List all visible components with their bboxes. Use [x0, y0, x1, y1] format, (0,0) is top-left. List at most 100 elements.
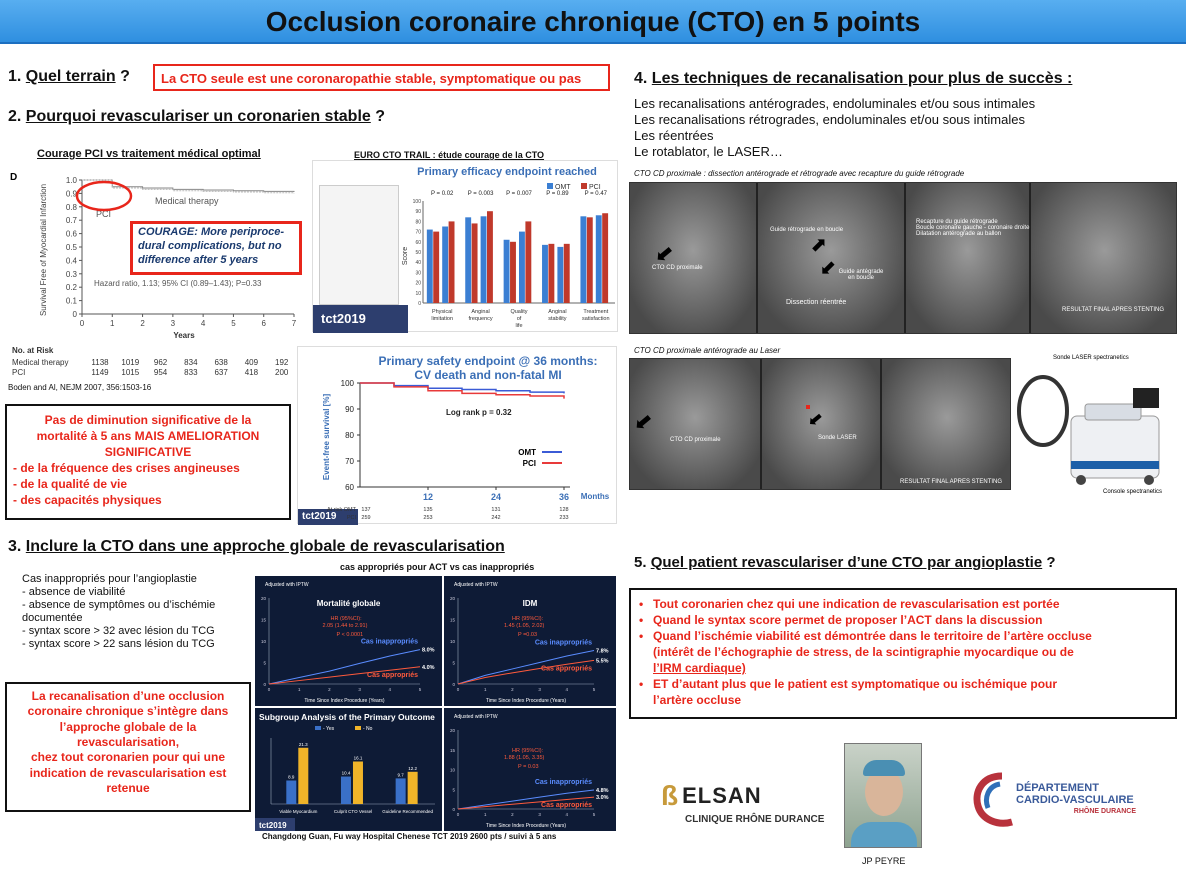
label-sonde-spectra: Sonde LASER spectranetics — [1053, 355, 1129, 361]
patient-criterion: • ET d’autant plus que le patient est sym… — [639, 677, 1058, 691]
patient-criterion-cont: (intérêt de l’échographie de stress, de … — [653, 645, 1074, 659]
mortality-panel: Adjusted with IPTW Mortalité globale HR (9… — [255, 576, 442, 706]
x-tick-label: 2 — [328, 687, 331, 692]
angio-caption-1: CTO CD proximale : dissection antérograd… — [634, 169, 965, 178]
title-bar: Occlusion coronaire chronique (CTO) en 5… — [0, 0, 1186, 44]
y-tick-label: 0.1 — [66, 297, 78, 306]
at-risk-header: No. at Risk — [12, 346, 54, 355]
y-tick-label: 0.5 — [66, 243, 78, 252]
category-label: Quality — [510, 309, 527, 315]
x-tick-label: 5 — [593, 687, 596, 692]
subgroup-bar — [298, 747, 309, 804]
x-tick-label: 4 — [566, 687, 569, 692]
p-value-label: P = 0.89 — [546, 191, 569, 197]
iptw-note: Adjusted with IPTW — [454, 714, 498, 720]
legend-swatch — [315, 726, 321, 730]
at-risk-value: 418 — [245, 368, 259, 377]
label-guide-ante: Guide antégrade en boucle — [838, 269, 884, 281]
author-photo — [844, 743, 922, 848]
label-console: Console spectranetics — [1103, 489, 1163, 495]
subgroup-panel: Subgroup Analysis of the Primary Outcome… — [255, 708, 442, 831]
final-value: 5.5% — [596, 658, 609, 664]
safety-pci-line — [360, 382, 565, 399]
elsan-mark-icon: ß — [661, 780, 679, 811]
x-tick-label: 2 — [511, 687, 514, 692]
at-risk-value: 638 — [214, 358, 228, 367]
box-line: La recanalisation d’une occlusion — [31, 689, 225, 703]
y-tick-label: 70 — [415, 230, 421, 236]
inappropriate-item: - absence de symptômes ou d’ischémie — [22, 599, 216, 611]
third-outcome-chart: Adjusted with IPTW HR (95%CI):1.88 (1.05,… — [450, 714, 609, 829]
y-tick-label: 5 — [263, 661, 266, 666]
safety-logrank: Log rank p = 0.32 — [446, 408, 512, 417]
efficacy-bar — [525, 221, 532, 303]
tct-logo-small: tct2019 — [298, 509, 358, 525]
x-tick-label: 24 — [491, 492, 501, 502]
x-tick-label: 5 — [419, 687, 422, 692]
final-value: 8.0% — [422, 648, 435, 654]
category-label: Anginal — [548, 309, 566, 315]
legend-label: - No — [363, 726, 373, 732]
y-tick-label: 20 — [450, 596, 456, 601]
y-tick-label: 10 — [261, 639, 267, 644]
label-guide-retro: Guide rétrograde en boucle — [770, 227, 844, 233]
at-risk-value: 259 — [361, 515, 370, 521]
surgical-cap — [863, 760, 905, 776]
x-tick-label: 4 — [566, 812, 569, 817]
category-label: Guideline Recommended — [382, 809, 433, 814]
at-risk-value: 1015 — [121, 368, 139, 377]
section-2-heading: 2. Pourquoi revasculariser un coronarien… — [8, 108, 386, 125]
category-label: stability — [548, 316, 567, 322]
p-value: P = 0.03 — [518, 764, 539, 770]
legend-swatch — [547, 183, 553, 189]
efficacy-bar — [487, 211, 493, 303]
y-tick-label: 90 — [415, 209, 421, 215]
y-tick-label: 20 — [415, 281, 421, 287]
y-tick-label: 5 — [452, 661, 455, 666]
patient-criterion-cont: l’artère occluse — [653, 693, 742, 707]
x-tick-label: 12 — [423, 492, 433, 502]
x-tick-label: 0 — [457, 812, 460, 817]
inappropriate-item: - syntax score > 22 sans lésion du TCG — [22, 638, 215, 650]
x-tick-label: 3 — [171, 319, 176, 328]
efficacy-ylabel: Score — [402, 247, 409, 265]
y-tick-label: 70 — [345, 457, 354, 466]
box-line: indication de revascularisation est — [29, 765, 227, 780]
at-risk-value: 637 — [214, 368, 228, 377]
x-tick-label: 3 — [538, 687, 541, 692]
y-tick-label: 90 — [345, 405, 354, 414]
efficacy-bar — [503, 239, 510, 303]
y-tick-label: 0.8 — [66, 203, 78, 212]
author-name: JP PEYRE — [862, 856, 906, 866]
at-risk-value: 128 — [559, 507, 568, 513]
angio-caption-2: CTO CD proximale antérograde au Laser — [634, 346, 781, 355]
bullet-icon: • — [639, 613, 644, 627]
y-tick-label: 10 — [450, 639, 456, 644]
y-tick-label: 50 — [415, 250, 421, 256]
p-value: P =0.03 — [518, 632, 537, 638]
legend-label: - Yes — [323, 726, 335, 732]
y-tick-label: 60 — [415, 240, 421, 246]
safety-xlabel: Months — [581, 492, 610, 501]
euro-safety-panel: tct2019 Primary safety endpoint @ 36 mon… — [297, 346, 617, 525]
x-tick-label: 5 — [593, 812, 596, 817]
final-value: 7.8% — [596, 648, 609, 654]
y-tick-label: 5 — [452, 787, 455, 792]
y-tick-label: 0.2 — [66, 283, 78, 292]
efficacy-title: Primary efficacy endpoint reached — [417, 166, 597, 178]
incidence-line — [457, 796, 595, 810]
incidence-line — [268, 649, 421, 685]
subgroup-bar — [286, 780, 297, 804]
x-tick-label: 2 — [140, 319, 145, 328]
final-value: 3.0% — [596, 795, 609, 801]
section-3-heading: 3. Inclure la CTO dans une approche glob… — [8, 538, 505, 555]
iptw-note: Adjusted with IPTW — [265, 582, 309, 588]
category-label: frequency — [469, 316, 493, 322]
final-value: 4.0% — [422, 665, 435, 671]
efficacy-bar — [465, 217, 472, 303]
y-tick-label: 10 — [415, 291, 421, 297]
label-sonde-laser: Sonde LASER — [818, 435, 857, 441]
page-title: Occlusion coronaire chronique (CTO) en 5… — [265, 6, 921, 37]
series-label: Cas appropriés — [541, 665, 592, 672]
legend-label: PCI — [589, 184, 601, 191]
